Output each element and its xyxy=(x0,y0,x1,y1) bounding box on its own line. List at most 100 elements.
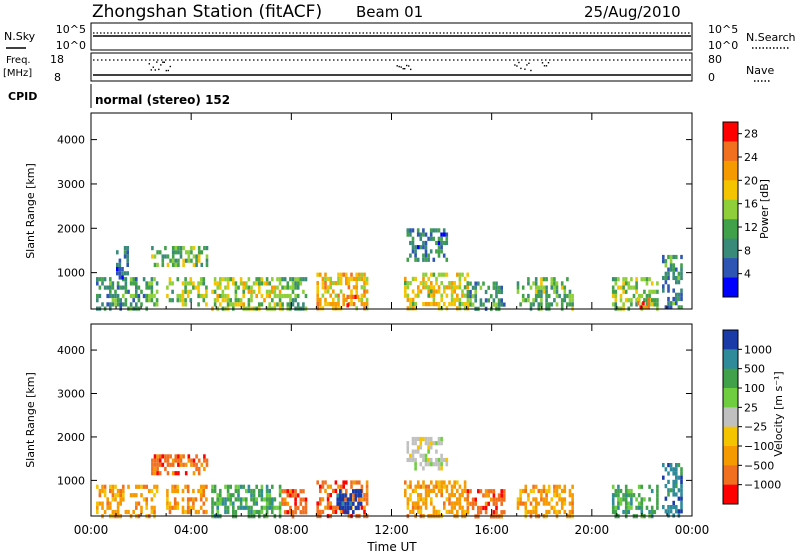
power-echo-cell xyxy=(124,277,128,282)
power-echo-cell xyxy=(677,275,681,281)
power-echo-cell xyxy=(414,302,417,307)
power-echo-cell xyxy=(234,302,238,307)
power-echo-cell xyxy=(409,297,412,302)
power-echo-cell xyxy=(166,254,170,259)
velocity-echo-cell xyxy=(203,466,206,472)
power-echo-cell xyxy=(645,281,649,286)
velocity-echo-cell xyxy=(341,497,345,502)
velocity-echo-cell xyxy=(137,484,141,489)
power-echo-cell xyxy=(414,276,417,281)
power-echo-cell xyxy=(265,277,269,282)
velocity-echo-cell xyxy=(417,493,420,498)
power-echo-cell xyxy=(437,240,441,246)
power-echo-cell xyxy=(106,293,109,299)
velocity-echo-cell xyxy=(672,488,675,493)
velocity-echo-cell xyxy=(187,454,191,459)
power-echo-cell xyxy=(445,236,449,241)
velocity-echo-cell xyxy=(226,484,230,489)
power-echo-cell xyxy=(195,262,198,267)
velocity-echo-cell xyxy=(111,493,115,498)
power-echo-cell xyxy=(111,293,115,299)
velocity-echo-cell xyxy=(417,505,420,510)
power-echo-cell xyxy=(614,281,618,286)
power-echo-cell xyxy=(566,302,569,307)
power-echo-cell xyxy=(445,306,449,311)
power-echo-cell xyxy=(443,272,446,277)
power-echo-cell xyxy=(116,298,120,303)
power-echo-cell xyxy=(124,285,128,290)
power-echo-cell xyxy=(329,293,332,298)
nsky-panel xyxy=(90,22,693,51)
velocity-echo-cell xyxy=(416,449,420,454)
velocity-echo-cell xyxy=(357,493,360,498)
power-echo-cell xyxy=(640,277,644,282)
power-echo-cell xyxy=(179,254,183,259)
power-echo-cell xyxy=(440,240,443,246)
power-echo-cell xyxy=(667,288,670,293)
velocity-echo-cell xyxy=(571,497,574,502)
power-echo-cell xyxy=(166,285,169,290)
power-echo-cell xyxy=(419,236,423,241)
velocity-echo-cell xyxy=(617,505,620,510)
power-echo-cell xyxy=(479,298,483,303)
power-echo-cell xyxy=(647,297,650,302)
velocity-echo-cell xyxy=(177,458,180,463)
power-echo-cell xyxy=(329,302,332,307)
power-echo-cell xyxy=(123,250,127,255)
power-echo-cell xyxy=(430,281,433,286)
power-echo-cell xyxy=(422,232,425,237)
velocity-echo-cell xyxy=(265,488,269,494)
power-echo-cell xyxy=(124,281,128,286)
velocity-echo-cell xyxy=(339,509,343,514)
velocity-echo-cell xyxy=(129,493,133,498)
power-echo-cell xyxy=(153,254,157,259)
power-echo-cell xyxy=(669,267,673,272)
power-echo-cell xyxy=(662,259,665,264)
velocity-echo-cell xyxy=(550,505,554,510)
velocity-echo-cell xyxy=(181,488,185,494)
velocity-echo-cell xyxy=(411,441,415,446)
power-echo-cell xyxy=(458,297,462,302)
velocity-echo-cell xyxy=(346,501,350,506)
power-echo-cell xyxy=(319,297,322,302)
power-echo-cell xyxy=(540,293,543,299)
power-echo-cell xyxy=(126,246,129,251)
power-echo-cell xyxy=(109,293,112,299)
velocity-echo-cell xyxy=(132,509,135,515)
power-echo-cell xyxy=(221,298,225,303)
power-echo-cell xyxy=(224,293,227,299)
velocity-echo-cell xyxy=(150,488,154,494)
power-echo-cell xyxy=(278,277,282,282)
power-echo-cell xyxy=(181,298,185,303)
power-echo-cell xyxy=(409,302,412,307)
velocity-echo-cell xyxy=(197,509,200,515)
power-echo-cell xyxy=(437,289,441,294)
velocity-echo-cell xyxy=(278,505,282,510)
velocity-echo-cell xyxy=(96,484,99,489)
power-echo-cell xyxy=(294,281,297,286)
velocity-echo-cell xyxy=(553,493,556,498)
power-echo-cell xyxy=(521,298,525,303)
power-echo-cell xyxy=(171,289,174,294)
power-echo-cell xyxy=(363,272,366,277)
power-echo-cell xyxy=(534,289,538,294)
power-echo-cell xyxy=(458,306,462,311)
velocity-echo-cell xyxy=(213,501,217,506)
power-echo-cell xyxy=(566,277,569,282)
power-echo-cell xyxy=(260,293,264,299)
power-echo-cell xyxy=(321,306,325,311)
velocity-echo-cell xyxy=(547,509,551,515)
velocity-echo-cell xyxy=(463,484,467,489)
velocity-echo-cell xyxy=(545,488,548,494)
velocity-echo-cell xyxy=(326,505,330,510)
velocity-echo-cell xyxy=(456,480,459,485)
power-echo-cell xyxy=(448,302,451,307)
power-echo-cell xyxy=(414,257,417,262)
velocity-echo-cell xyxy=(680,471,683,476)
velocity-echo-cell xyxy=(192,458,196,463)
power-echo-cell xyxy=(537,285,541,290)
velocity-echo-cell xyxy=(344,501,347,506)
velocity-echo-cell xyxy=(186,484,190,489)
power-echo-cell xyxy=(450,302,454,307)
velocity-echo-cell xyxy=(199,505,203,510)
